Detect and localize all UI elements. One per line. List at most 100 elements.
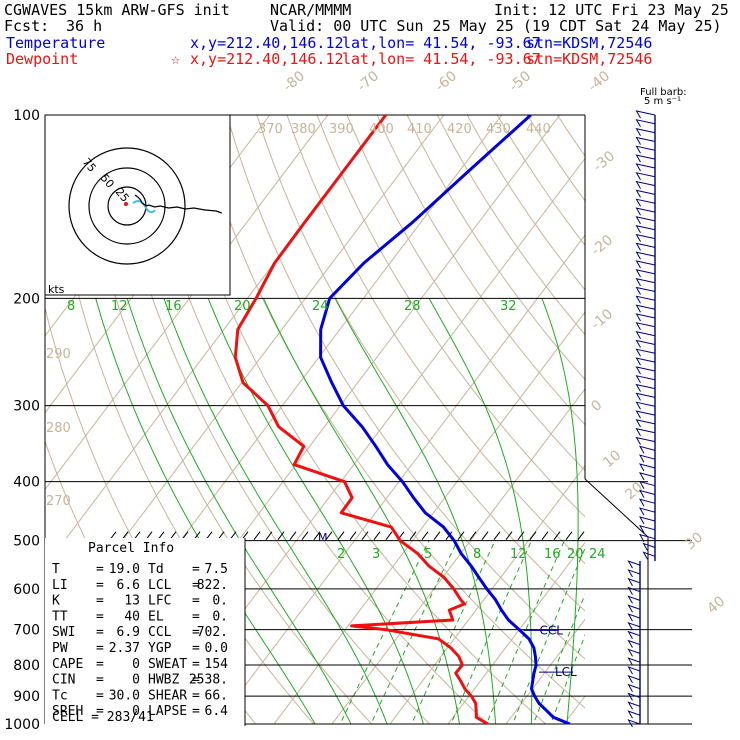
hatch-mark [433, 531, 441, 540]
parcel-param-label: CIN [52, 673, 75, 688]
wind-barb [635, 251, 656, 260]
hodograph-ring [88, 167, 166, 245]
theta-e-label: 12 [111, 299, 128, 314]
wind-barb [638, 454, 656, 463]
wind-barb [635, 224, 656, 233]
moist-adiabat-line [207, 298, 424, 724]
theta-e-label: 24 [312, 299, 329, 314]
parcel-equals: = [192, 657, 200, 672]
parcel-param-value: 30.0 [109, 688, 140, 703]
hatch-mark [457, 531, 465, 540]
wind-barb [627, 639, 641, 648]
isotherm-line [45, 115, 329, 491]
mixing-ratio-label: 5 [424, 547, 432, 562]
pressure-label: 700 [13, 623, 40, 639]
barb-units-label: Full barb: [640, 87, 687, 98]
parcel-equals: = [192, 562, 200, 577]
isotherm-label: 40 [704, 593, 728, 617]
wind-barb [627, 630, 641, 639]
parcel-param-value: 0 [132, 673, 140, 688]
parcel-param-value: 2538. [189, 673, 228, 688]
pressure-label: 900 [13, 689, 40, 705]
isotherm-line [505, 618, 585, 724]
wind-barb [635, 313, 656, 322]
hatch-mark [349, 531, 357, 540]
parcel-info-bg [45, 538, 245, 726]
parcel-equals: = [192, 688, 200, 703]
wind-barb [642, 551, 656, 560]
hatch-mark [493, 531, 501, 540]
parcel-param-value: 19.0 [109, 562, 140, 577]
pressure-label: 500 [13, 534, 40, 550]
parcel-equals: = [96, 704, 104, 719]
parcel-param-value: 13 [124, 594, 140, 609]
header: CGWAVES 15km ARW-GFS init NCAR/MMMM Init… [0, 0, 740, 70]
hatch-mark [553, 531, 561, 540]
wind-barb [627, 595, 641, 604]
hatch-mark [373, 531, 381, 540]
wind-barb [627, 613, 641, 622]
dewpoint-trace [233, 115, 489, 724]
wind-barb [638, 498, 656, 507]
dewpoint-legend: Dewpoint [6, 50, 79, 68]
moist-adiabat-line [428, 298, 533, 724]
mixing-ratio-label: 8 [473, 547, 481, 562]
parcel-param-label: CAPE [52, 657, 83, 672]
theta-e-label: 8 [67, 299, 75, 314]
temperature-trace [319, 115, 571, 724]
theta-label: 380 [291, 122, 316, 137]
isotherm-label: -70 [354, 68, 382, 95]
wind-barb [627, 621, 641, 631]
parcel-equals: = [192, 609, 200, 624]
wind-barb [635, 233, 656, 242]
wind-barb [635, 119, 656, 128]
parcel-equals: = [96, 657, 104, 672]
mixing-ratio-line [512, 547, 585, 724]
wind-barb [627, 701, 641, 710]
wind-barb [635, 410, 656, 419]
parcel-param-label: PW [52, 641, 68, 656]
wind-barb [627, 674, 641, 684]
pressure-label: 200 [13, 291, 40, 307]
parcel-param-label: Tc [52, 688, 68, 703]
wind-barb [627, 683, 641, 692]
wind-barb [635, 189, 656, 198]
parcel-param-label: SREH [52, 704, 83, 719]
hatch-mark [265, 531, 273, 540]
parcel-equals: = [96, 609, 104, 624]
mixing-ratio-line [532, 593, 585, 724]
wind-barb [635, 136, 656, 145]
parcel-param-label: T [52, 562, 60, 577]
wind-barb [635, 110, 656, 119]
mixing-ratio-label: 16 [544, 547, 561, 562]
dry-adiabat-line [376, 115, 585, 426]
parcel-param-value: 2.37 [109, 641, 140, 656]
parcel-param-label: K [52, 594, 60, 609]
hatch-mark [421, 531, 429, 540]
hatch-mark [541, 531, 549, 540]
storm-motion-dot [124, 202, 128, 206]
hatch-mark [469, 531, 477, 540]
parcel-param-label: SWI [52, 625, 75, 640]
wind-barb [635, 348, 656, 357]
mixing-ratio-line [485, 540, 565, 724]
parcel-equals: = [192, 594, 200, 609]
parcel-param-label: LCL [148, 578, 172, 593]
theta-e-label: 32 [500, 299, 517, 314]
theta-e-label: 20 [234, 299, 251, 314]
isotherm-label: -10 [588, 306, 616, 333]
parcel-param-value: 0.0 [205, 641, 228, 656]
isotherm-line [670, 115, 740, 737]
wind-barb [627, 710, 641, 719]
wind-barb [627, 648, 641, 657]
parcel-equals: = [96, 625, 104, 640]
dewpoint-station: stn=KDSM,72546 [526, 50, 653, 68]
wind-barb [627, 719, 641, 728]
pressure-label: 800 [13, 658, 40, 674]
moist-adiabat-line [541, 298, 579, 724]
lcl-label: LCL [555, 665, 577, 679]
wind-barbs: Full barb:5 m s⁻¹ [627, 87, 687, 728]
hodograph-low-trace [132, 200, 156, 214]
wind-barb [642, 542, 656, 551]
dry-adiabat-line [106, 115, 431, 724]
